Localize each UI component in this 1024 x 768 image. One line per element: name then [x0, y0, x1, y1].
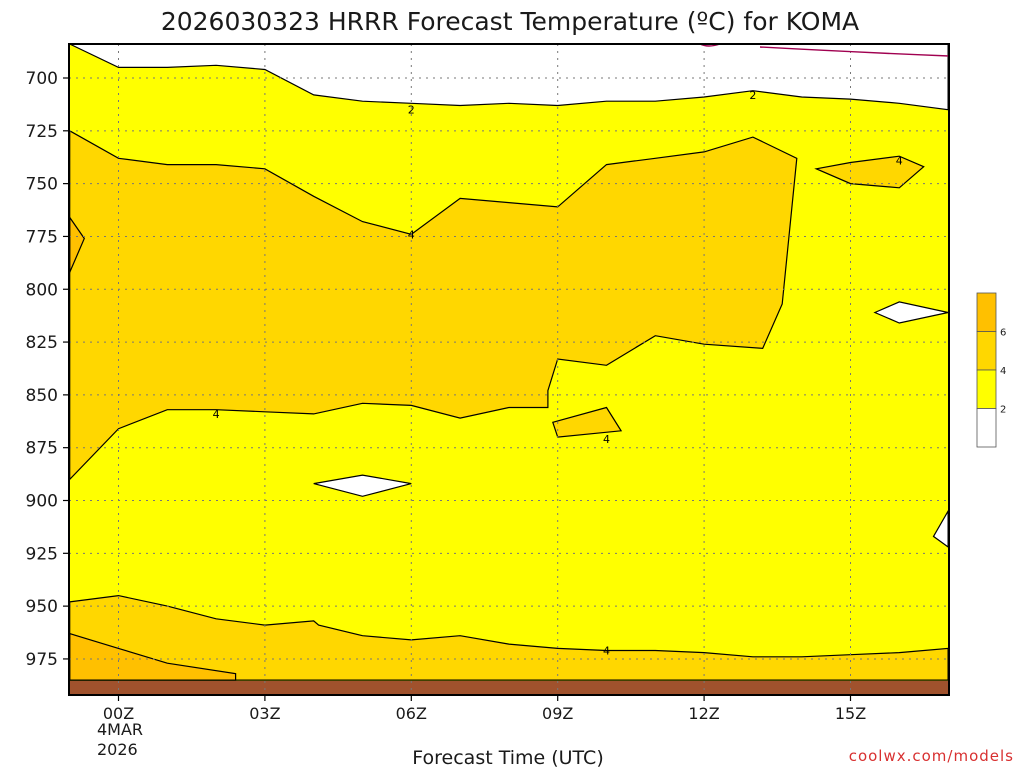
ground — [69, 681, 949, 695]
y-tick-label-750: 750 — [26, 175, 58, 195]
y-tick-label-800: 800 — [26, 280, 58, 300]
x-tick-label-5: 15Z — [835, 704, 866, 723]
contour-label-3: 4 — [213, 408, 220, 421]
x-tick-label-3: 09Z — [542, 704, 573, 723]
x-axis: 00Z 03Z 06Z 09Z 12Z 15Z — [103, 695, 866, 723]
region-8 — [874, 301, 949, 323]
colorbar: 6 4 2 — [976, 292, 1006, 448]
region-5 — [69, 633, 236, 681]
y-tick-label-725: 725 — [26, 122, 58, 142]
region-0 — [69, 130, 797, 480]
x-tick-label-1: 03Z — [249, 704, 280, 723]
contour-labels: 2 2 4 4 4 4 4 — [213, 89, 903, 658]
x-tick-label-0: 00Z — [103, 704, 134, 723]
y-tick-label-900: 900 — [26, 492, 58, 512]
contour-label-6: 4 — [603, 644, 610, 657]
plot-frame — [68, 43, 950, 696]
x-tick-label-4: 12Z — [688, 704, 719, 723]
y-tick-label-875: 875 — [26, 439, 58, 459]
colorbar-bin-2 — [976, 369, 997, 409]
colorbar-bin-3 — [976, 408, 997, 448]
region-7 — [313, 475, 412, 497]
y-tick-label-975: 975 — [26, 650, 58, 670]
y-axis: 700 725 750 775 800 825 850 875 900 925 950 975 — [26, 69, 69, 670]
contour-label-4: 4 — [603, 433, 610, 446]
contour-label-0: 2 — [408, 104, 415, 117]
region-4 — [69, 217, 85, 273]
colorbar-bin-1 — [976, 331, 997, 371]
y-tick-label-700: 700 — [26, 69, 58, 89]
contour-7 — [313, 474, 412, 497]
contour-label-2: 4 — [408, 228, 415, 241]
x-tick-label-2: 06Z — [396, 704, 427, 723]
colorbar-tick-6: 6 — [1000, 328, 1006, 339]
contour-2 — [552, 406, 623, 438]
contour-0 — [69, 129, 798, 481]
y-tick-label-775: 775 — [26, 227, 58, 247]
contour-label-1: 2 — [749, 89, 756, 102]
credit-text: coolwx.com/models — [849, 747, 1014, 765]
contour-label-5: 4 — [896, 154, 903, 167]
region-2 — [552, 407, 622, 438]
contour-1 — [69, 594, 949, 681]
y-tick-label-950: 950 — [26, 597, 58, 617]
region-9 — [933, 511, 949, 547]
colorbar-bin-0 — [976, 292, 997, 332]
y-tick-label-850: 850 — [26, 386, 58, 406]
filled-regions — [69, 44, 949, 681]
contour-6 — [69, 43, 949, 111]
contour-3 — [814, 155, 925, 189]
plot-area: 2 2 4 4 4 4 4 — [68, 43, 950, 696]
x-axis-label: Forecast Time (UTC) — [412, 747, 603, 768]
colorbar-tick-4: 4 — [1000, 366, 1006, 377]
x-date-line1: 4MAR — [97, 720, 143, 739]
y-tick-label-925: 925 — [26, 544, 58, 564]
colorbar-tick-2: 2 — [1000, 405, 1006, 416]
y-tick-label-825: 825 — [26, 333, 58, 353]
x-date-line2: 2026 — [97, 740, 138, 759]
chart-title: 2026030323 HRRR Forecast Temperature (ºC… — [161, 7, 859, 36]
